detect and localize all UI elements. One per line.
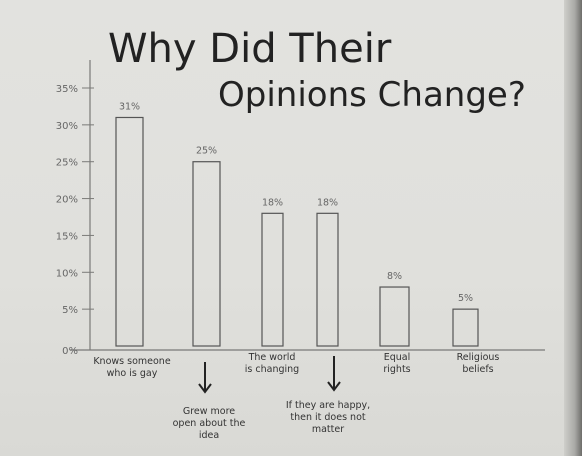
category-label: The world is changing (245, 352, 299, 375)
y-axis-ticks: 0% 5% 10% 15% 20% 25% 30% 35% (56, 84, 94, 357)
category-label-line: Religious (457, 352, 500, 363)
category-labels: Knows someone who is gay Grew more open abo… (93, 352, 499, 441)
data-label: 8% (387, 271, 402, 282)
data-label: 18% (317, 197, 338, 208)
category-label: Grew more open about the idea (173, 406, 246, 441)
y-tick-label: 5% (62, 305, 78, 316)
category-label-line: is changing (245, 364, 299, 375)
category-label-line: Equal (384, 352, 411, 363)
data-label: 5% (458, 293, 473, 304)
arrow-head (198, 383, 212, 394)
category-label: Religious beliefs (457, 352, 500, 375)
y-tick-label: 0% (62, 346, 78, 357)
chart-axes (70, 60, 545, 351)
y-tick-label: 10% (56, 268, 78, 279)
category-label-line: The world (248, 352, 296, 363)
category-label-line: beliefs (462, 364, 493, 375)
y-tick-label: 30% (56, 121, 78, 132)
y-tick-label: 35% (56, 84, 78, 95)
category-label-line: Knows someone (93, 356, 170, 367)
bar (316, 212, 339, 347)
category-label: Knows someone who is gay (93, 356, 170, 379)
data-label: 18% (262, 197, 283, 208)
data-label: 25% (196, 146, 217, 157)
title-line-1: Why Did Their (108, 26, 392, 72)
category-label-line: idea (199, 430, 219, 441)
category-label-line: rights (383, 364, 410, 375)
arrow-head (327, 381, 341, 392)
bar (379, 286, 410, 347)
bar (261, 212, 284, 347)
bars (115, 116, 479, 347)
y-tick-label: 25% (56, 158, 78, 169)
bar (452, 308, 479, 347)
category-label-line: Grew more (183, 406, 235, 417)
board-edge (564, 0, 582, 456)
y-tick-label: 20% (56, 195, 78, 206)
data-labels: 31% 25% 18% 18% 8% 5% (119, 101, 473, 304)
category-label-line: matter (312, 424, 344, 435)
bar (192, 161, 221, 347)
title-line-2: Opinions Change? (218, 75, 526, 115)
bar (115, 116, 144, 347)
data-label: 31% (119, 101, 140, 112)
category-label-line: then it does not (290, 412, 366, 423)
category-label-line: If they are happy, (286, 400, 370, 411)
category-label: Equal rights (383, 352, 410, 375)
category-label-line: who is gay (107, 368, 158, 379)
category-label: If they are happy, then it does not matter (286, 400, 370, 435)
category-label-line: open about the (173, 418, 246, 429)
y-tick-label: 15% (56, 231, 78, 242)
